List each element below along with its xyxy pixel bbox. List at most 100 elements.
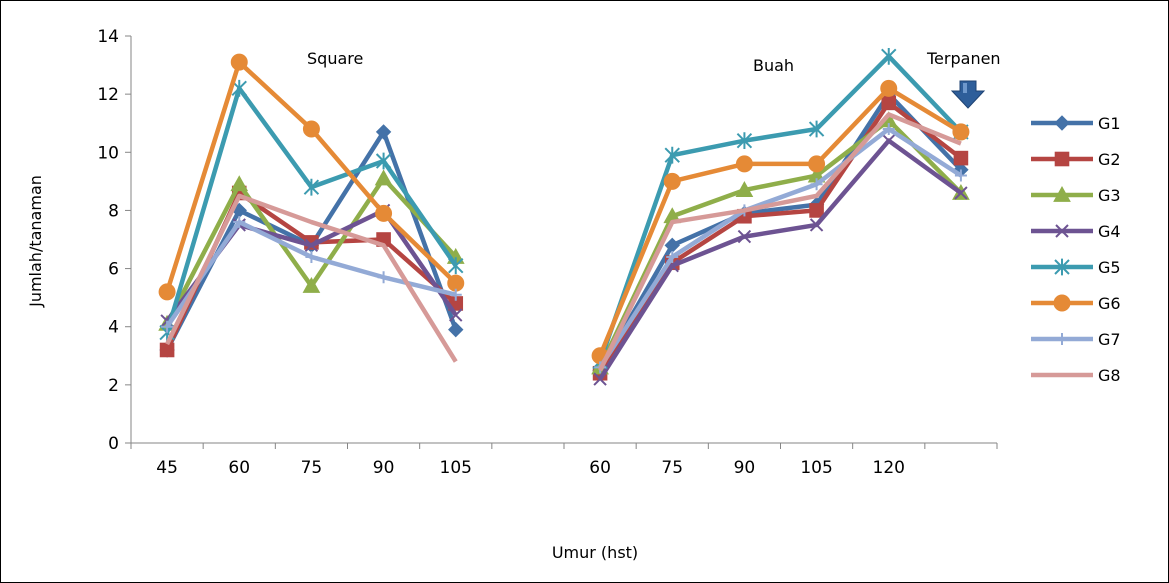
legend-item: G5: [1031, 258, 1121, 277]
legend-label: G4: [1098, 222, 1121, 241]
y-tick-label: 4: [108, 318, 119, 338]
data-point: [593, 372, 607, 386]
data-point: [881, 95, 897, 111]
data-point: [736, 132, 753, 150]
legend-item: G7: [1031, 330, 1121, 349]
series-line: [598, 118, 963, 369]
annotation-terpanen: Terpanen: [926, 49, 1001, 68]
series-line: [598, 138, 963, 381]
series-line: [598, 112, 962, 372]
data-point: [447, 274, 465, 292]
series-g8: [165, 112, 962, 372]
series-line: [598, 91, 963, 372]
series-layer: [158, 47, 970, 386]
data-point: [233, 216, 246, 229]
x-tick-label: 60: [228, 458, 250, 478]
annotation-buah: Buah: [753, 56, 794, 75]
series-line: [165, 193, 458, 363]
y-tick-label: 0: [108, 434, 119, 454]
data-point: [305, 250, 318, 263]
data-point: [377, 271, 390, 284]
series-line: [598, 126, 963, 369]
legend-label: G6: [1098, 294, 1121, 313]
data-point: [448, 321, 464, 338]
data-point: [304, 238, 319, 253]
legend-item: G8: [1031, 366, 1121, 385]
x-tick-label: 90: [734, 458, 756, 478]
data-point: [374, 169, 393, 186]
data-point: [808, 120, 825, 138]
series-line: [598, 86, 963, 357]
legend-item: G3: [1031, 185, 1121, 205]
legend-item: G6: [1031, 294, 1121, 313]
x-tick-label: 60: [589, 458, 611, 478]
legend-label: G1: [1098, 114, 1121, 133]
data-point: [158, 283, 176, 301]
y-ticks: 0 2 4 6 8 10 12 14: [97, 27, 131, 454]
x-tick-label: 120: [873, 458, 905, 478]
data-point: [302, 276, 321, 293]
legend-item: G1: [1031, 114, 1121, 133]
data-point: [735, 155, 753, 173]
data-point: [666, 250, 679, 263]
data-point: [230, 175, 249, 192]
x-tick-label: 105: [440, 458, 472, 478]
data-point: [1054, 151, 1070, 167]
data-point: [952, 123, 970, 141]
data-point: [953, 150, 969, 166]
x-tick-label: 75: [661, 458, 683, 478]
legend-item: G2: [1031, 150, 1121, 169]
data-point: [880, 79, 898, 97]
legend-label: G8: [1098, 366, 1121, 385]
data-point: [809, 218, 824, 232]
data-point: [1053, 294, 1071, 312]
y-tick-label: 8: [108, 201, 119, 221]
data-point: [882, 133, 896, 148]
annotation-square: Square: [307, 49, 363, 68]
x-axis-title: Umur (hst): [552, 543, 638, 562]
data-point: [954, 169, 967, 182]
data-point: [664, 146, 680, 164]
data-point: [808, 155, 826, 173]
legend-item: G4: [1031, 222, 1121, 241]
y-tick-label: 2: [108, 376, 119, 396]
data-point: [449, 288, 462, 301]
x-ticks: 45 60 75 90 105 60 75 90 105 120: [130, 443, 998, 478]
legend: G1 G2 G3 G4 G5 G6 G7 G8: [1031, 114, 1121, 385]
series-line: [598, 100, 963, 375]
data-point: [302, 120, 320, 138]
x-tick-label: 105: [800, 458, 832, 478]
data-point: [375, 204, 393, 222]
legend-label: G7: [1098, 330, 1121, 349]
y-tick-label: 10: [97, 143, 119, 163]
data-point: [881, 47, 897, 65]
y-tick-label: 14: [97, 27, 119, 47]
data-point: [303, 178, 320, 196]
data-point: [735, 181, 754, 197]
data-point: [882, 123, 895, 136]
data-point: [448, 257, 464, 275]
legend-label: G2: [1098, 150, 1121, 169]
data-point: [449, 308, 463, 322]
y-tick-label: 12: [97, 85, 119, 105]
x-tick-label: 75: [301, 458, 323, 478]
data-point: [809, 203, 824, 218]
x-tick-label: 45: [156, 458, 178, 478]
data-point: [1053, 185, 1071, 202]
data-point: [375, 152, 392, 170]
y-tick-label: 6: [108, 260, 119, 280]
y-axis-title: Jumlah/tanaman: [26, 175, 45, 308]
data-point: [375, 124, 392, 140]
data-point: [159, 342, 175, 358]
series-line: [597, 54, 963, 363]
data-point: [737, 229, 752, 244]
axes: 0 2 4 6 8 10 12 14 45 60 75 90 105 60 75 90 105 120: [97, 27, 998, 478]
legend-label: G5: [1098, 258, 1121, 277]
data-point: [663, 172, 681, 190]
series-g5: [159, 47, 969, 370]
data-point: [230, 53, 248, 71]
data-point: [1055, 224, 1069, 238]
series-g4: [160, 133, 968, 386]
